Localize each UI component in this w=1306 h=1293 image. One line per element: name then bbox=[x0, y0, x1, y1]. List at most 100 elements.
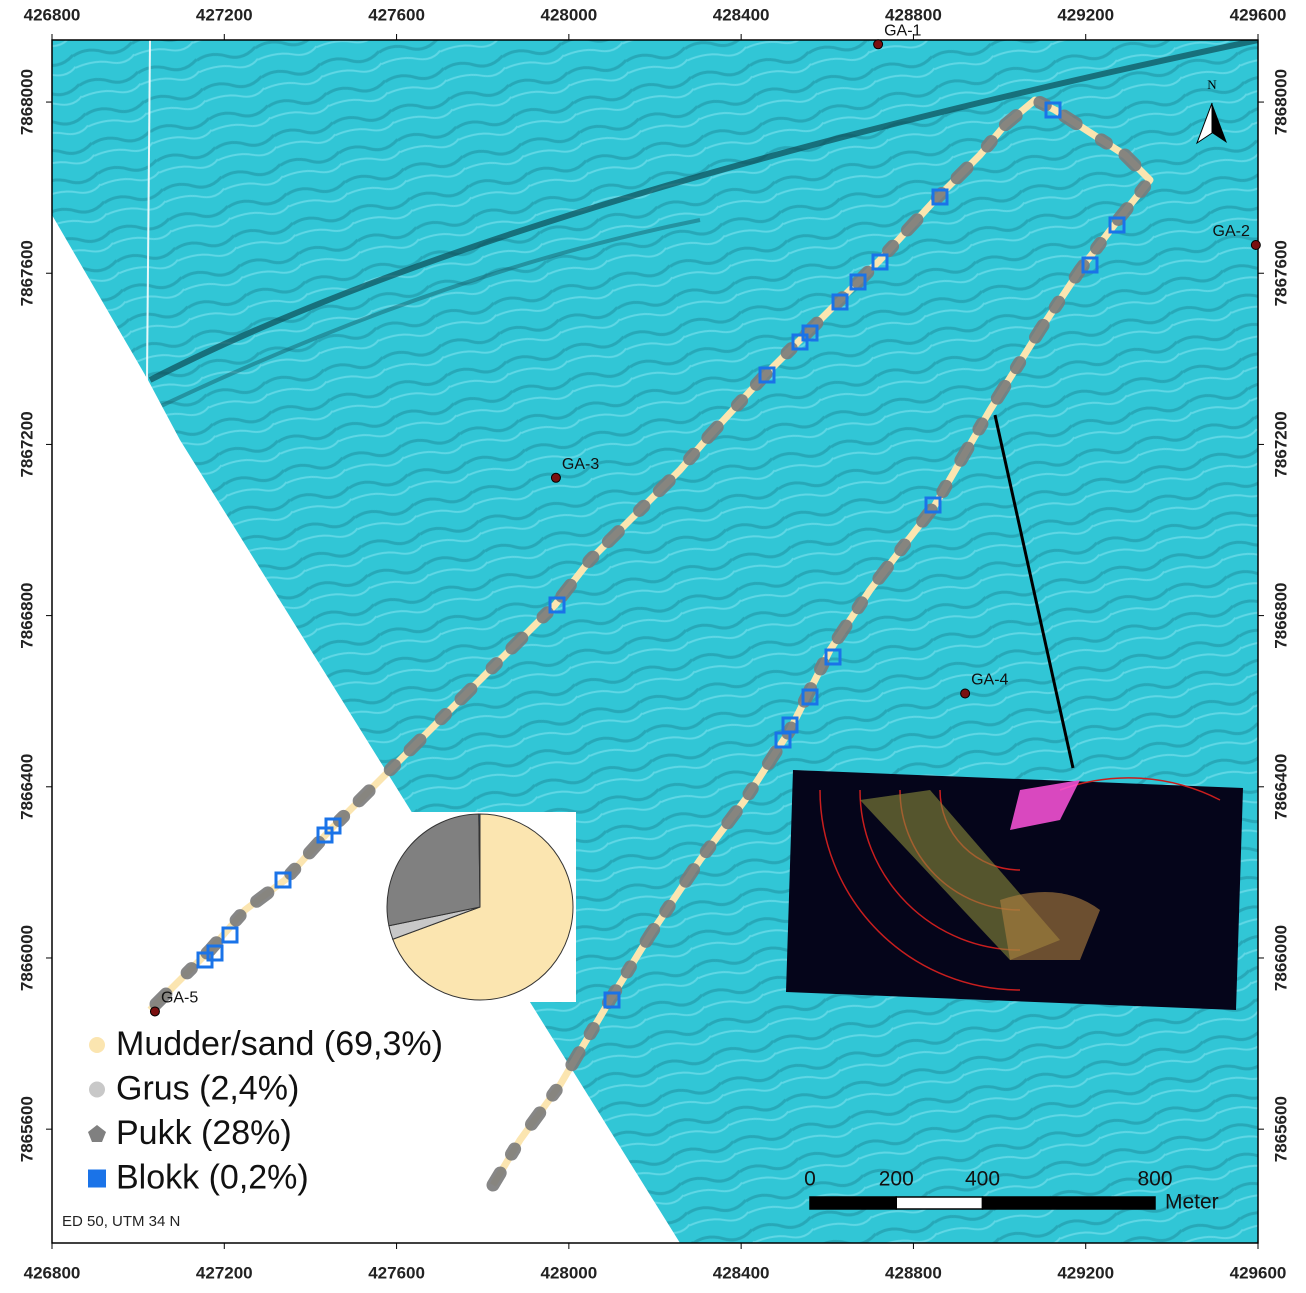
leader-line bbox=[993, 414, 1075, 769]
y-tick-label: 7866800 bbox=[17, 583, 36, 649]
pie-slice bbox=[386, 813, 481, 927]
y-tick-label: 7865600 bbox=[1271, 1096, 1290, 1162]
survey-edge bbox=[146, 40, 151, 381]
map-frame bbox=[51, 39, 1259, 1244]
y-tick-label: 7866400 bbox=[17, 754, 36, 820]
x-tick-label: 428800 bbox=[885, 1263, 942, 1282]
pie-slice bbox=[478, 813, 481, 908]
legend-label: Pukk (28%) bbox=[116, 1114, 292, 1152]
station-label: GA-4 bbox=[971, 672, 1008, 689]
legend-symbol bbox=[89, 1081, 105, 1098]
scale-segment bbox=[981, 1196, 1156, 1210]
blokk-marker bbox=[1081, 256, 1099, 274]
x-tick-label: 426800 bbox=[24, 5, 81, 24]
ridge bbox=[148, 40, 1258, 383]
x-tick-label: 428000 bbox=[540, 5, 597, 24]
blokk-marker bbox=[774, 731, 792, 749]
basemap bbox=[52, 40, 1258, 1243]
x-tick-label: 428000 bbox=[540, 1263, 597, 1282]
station bbox=[960, 688, 971, 699]
blokk-marker bbox=[871, 253, 889, 271]
x-tick-label: 429200 bbox=[1057, 1263, 1114, 1282]
blokk-marker bbox=[274, 871, 292, 889]
y-tick-label: 7867200 bbox=[1271, 411, 1290, 477]
station-label: GA-2 bbox=[1213, 223, 1250, 240]
legend-symbol bbox=[89, 1037, 105, 1053]
y-tick-label: 7866400 bbox=[1271, 754, 1290, 820]
stations: GA-1 GA-2 GA-3 GA-4 GA-5 bbox=[149, 22, 1261, 1017]
legend-symbol bbox=[88, 1125, 106, 1142]
scale-label: 400 bbox=[965, 1168, 1000, 1191]
x-tick-label: 427600 bbox=[368, 1263, 425, 1282]
sonar-return bbox=[1010, 780, 1080, 830]
blokk-marker bbox=[791, 333, 809, 351]
x-tick-label: 427200 bbox=[196, 5, 253, 24]
scale-label: 0 bbox=[804, 1168, 816, 1191]
blokk-marker bbox=[1108, 216, 1126, 234]
north-arrow: N bbox=[1195, 77, 1227, 145]
range-ring bbox=[1059, 777, 1221, 801]
range-ring bbox=[859, 789, 1021, 951]
pie-slice bbox=[392, 813, 574, 1001]
scale-unit: Meter bbox=[1165, 1191, 1219, 1214]
blokk-marker bbox=[824, 648, 842, 666]
scale-segment bbox=[809, 1196, 897, 1210]
blokk-marker bbox=[801, 324, 819, 342]
blokk-marker bbox=[801, 688, 819, 706]
x-tick-label: 426800 bbox=[24, 1263, 81, 1282]
y-tick-label: 7867600 bbox=[1271, 240, 1290, 306]
blokk-marker bbox=[1044, 101, 1062, 119]
y-tick-label: 7866800 bbox=[1271, 583, 1290, 649]
station-label: GA-1 bbox=[884, 22, 921, 39]
pie-box bbox=[384, 812, 576, 1002]
station bbox=[873, 39, 884, 50]
pukk-track bbox=[143, 92, 1159, 1192]
blokk-marker bbox=[221, 926, 239, 944]
blokk-marker bbox=[924, 496, 942, 514]
station-label: GA-3 bbox=[562, 456, 599, 473]
y-tick-label: 7868000 bbox=[17, 69, 36, 135]
y-tick-label: 7866000 bbox=[17, 925, 36, 991]
x-tick-label: 428400 bbox=[713, 5, 770, 24]
legend-label: Grus (2,4%) bbox=[116, 1069, 299, 1107]
scale-label: 200 bbox=[879, 1168, 914, 1191]
scale-segment bbox=[895, 1196, 984, 1210]
sonar-return bbox=[1000, 892, 1100, 960]
blokk-marker bbox=[316, 826, 334, 844]
pie bbox=[386, 813, 574, 1001]
blokk-markers bbox=[196, 101, 1126, 1009]
scale-label: 800 bbox=[1137, 1168, 1172, 1191]
blokk-marker bbox=[931, 188, 949, 206]
x-tick-label: 428400 bbox=[713, 1263, 770, 1282]
y-tick-label: 7865600 bbox=[17, 1096, 36, 1162]
x-tick-label: 429200 bbox=[1057, 5, 1114, 24]
y-tick-label: 7868000 bbox=[1271, 69, 1290, 135]
north-label: N bbox=[1207, 77, 1217, 92]
legend-symbol bbox=[88, 1169, 106, 1188]
north-arrow-right bbox=[1212, 103, 1227, 143]
blokk-marker bbox=[603, 991, 621, 1009]
track bbox=[143, 92, 1159, 1192]
legend: Mudder/sand (69,3%) Grus (2,4%) Pukk (28%)… bbox=[88, 1025, 443, 1196]
y-tick-label: 7867200 bbox=[17, 411, 36, 477]
station bbox=[149, 1006, 160, 1017]
station-label: GA-5 bbox=[161, 990, 198, 1007]
blokk-marker bbox=[758, 366, 776, 384]
blokk-marker bbox=[196, 951, 214, 969]
x-tick-label: 427600 bbox=[368, 5, 425, 24]
no-data-area bbox=[52, 215, 680, 1243]
crs-label: ED 50, UTM 34 N bbox=[62, 1213, 180, 1230]
x-tick-label: 427200 bbox=[196, 1263, 253, 1282]
y-tick-label: 7867600 bbox=[17, 240, 36, 306]
coordinate-ticks: 426800 426800 427200 427200 427600 427600 4280… bbox=[17, 5, 1290, 1282]
range-ring bbox=[819, 789, 1021, 991]
x-tick-label: 429600 bbox=[1230, 5, 1287, 24]
station bbox=[1250, 239, 1261, 250]
legend-label: Mudder/sand (69,3%) bbox=[116, 1025, 443, 1063]
blokk-marker bbox=[548, 596, 566, 614]
sonar-inset bbox=[786, 414, 1243, 1010]
blokk-marker bbox=[849, 273, 867, 291]
x-tick-label: 429600 bbox=[1230, 1263, 1287, 1282]
